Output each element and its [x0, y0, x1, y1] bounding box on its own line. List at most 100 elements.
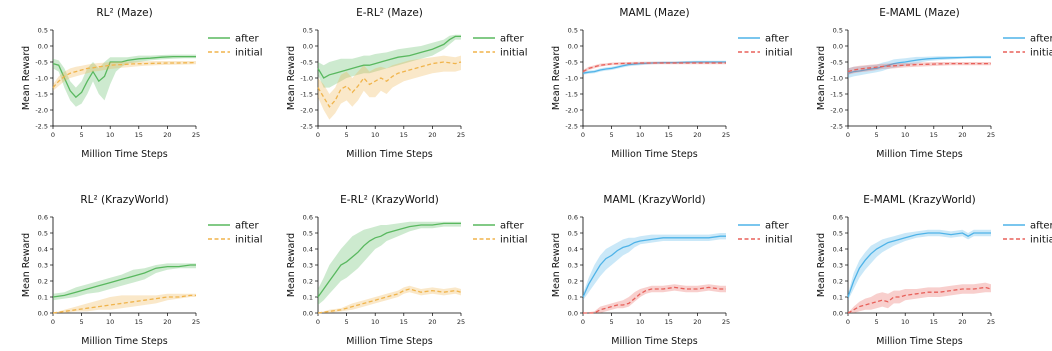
chart-panel-2: MAML (Maze) Million Time Steps Mean Reward… — [551, 7, 793, 160]
x-tick-label: 5 — [80, 131, 84, 139]
y-tick-label: 0.0 — [568, 42, 578, 50]
legend-label-after: after — [765, 34, 790, 45]
y-tick-label: 0.1 — [38, 293, 48, 301]
chart-title: RL² (KrazyWorld) — [80, 194, 168, 206]
x-tick-label: 10 — [371, 318, 379, 326]
y-tick-label: 0.0 — [303, 42, 313, 50]
x-tick-label: 5 — [345, 131, 349, 139]
y-tick-label: -1.0 — [300, 74, 313, 82]
x-tick-label: 20 — [693, 131, 701, 139]
x-tick-label: 25 — [987, 318, 995, 326]
y-tick-label: 0.5 — [833, 229, 843, 237]
legend: after initial — [1003, 221, 1052, 246]
series-line-initial — [582, 62, 726, 73]
x-axis-label: Million Time Steps — [81, 149, 168, 160]
x-tick-label: 25 — [192, 131, 200, 139]
y-tick-label: 0.0 — [568, 309, 578, 317]
y-axis-label: Mean Reward — [21, 46, 32, 110]
x-tick-label: 0 — [581, 131, 585, 139]
x-tick-label: 10 — [636, 131, 644, 139]
legend: after initial — [208, 221, 263, 246]
y-tick-label: 0.3 — [568, 261, 578, 269]
chart-title: MAML (Maze) — [619, 7, 689, 19]
legend-label-after: after — [500, 34, 525, 45]
x-axis-label: Million Time Steps — [81, 336, 168, 347]
chart-title: E-MAML (Maze) — [879, 7, 960, 19]
series-band-after — [848, 229, 991, 301]
x-tick-label: 5 — [345, 318, 349, 326]
y-tick-label: 0.6 — [38, 213, 48, 221]
y-tick-label: -2.0 — [300, 106, 313, 114]
y-tick-label: 0.1 — [303, 293, 313, 301]
y-tick-label: 0.0 — [38, 42, 48, 50]
chart-panel-5: E-RL² (KrazyWorld) Million Time Steps Mean… — [286, 194, 528, 347]
y-tick-label: 0.3 — [38, 261, 48, 269]
chart-panel-1: E-RL² (Maze) Million Time Steps Mean Rewar… — [286, 7, 528, 160]
legend: after initial — [738, 34, 793, 59]
y-tick-label: -0.5 — [300, 58, 313, 66]
x-tick-label: 25 — [457, 318, 465, 326]
y-tick-label: -1.5 — [300, 90, 313, 98]
y-axis-label: Mean Reward — [286, 233, 297, 297]
x-tick-label: 0 — [316, 131, 320, 139]
x-tick-label: 15 — [665, 131, 673, 139]
x-tick-label: 0 — [846, 131, 850, 139]
y-tick-label: 0.5 — [568, 26, 578, 34]
series-line-initial — [52, 61, 197, 89]
x-tick-label: 20 — [163, 318, 171, 326]
x-tick-label: 10 — [371, 131, 379, 139]
x-tick-label: 0 — [51, 131, 55, 139]
x-tick-label: 25 — [987, 131, 995, 139]
x-tick-label: 0 — [51, 318, 55, 326]
y-axis-label: Mean Reward — [551, 46, 562, 110]
series-band-after — [53, 263, 196, 301]
y-tick-label: 0.1 — [833, 293, 843, 301]
y-tick-label: -2.0 — [830, 106, 843, 114]
y-tick-label: -1.5 — [565, 90, 578, 98]
x-tick-label: 0 — [846, 318, 850, 326]
chart-panel-6: MAML (KrazyWorld) Million Time Steps Mean … — [551, 194, 793, 347]
series-band-initial — [848, 62, 991, 75]
x-tick-label: 20 — [428, 318, 436, 326]
series-band-initial — [583, 61, 726, 74]
y-tick-label: 0.0 — [303, 309, 313, 317]
x-axis-label: Million Time Steps — [346, 336, 433, 347]
x-tick-label: 25 — [457, 131, 465, 139]
x-tick-label: 0 — [581, 318, 585, 326]
x-axis-label: Million Time Steps — [346, 149, 433, 160]
chart-panel-0: RL² (Maze) Million Time Steps Mean Reward 0… — [21, 7, 263, 160]
legend-label-initial: initial — [1030, 235, 1052, 246]
x-tick-label: 10 — [901, 318, 909, 326]
legend-label-initial: initial — [235, 48, 263, 59]
y-tick-label: 0.0 — [38, 309, 48, 317]
x-tick-label: 20 — [958, 318, 966, 326]
series-line-initial — [52, 294, 196, 314]
x-tick-label: 15 — [930, 318, 938, 326]
legend-label-initial: initial — [235, 235, 263, 246]
y-tick-label: -2.5 — [35, 122, 48, 130]
y-tick-label: -2.0 — [565, 106, 578, 114]
x-tick-label: 10 — [636, 318, 644, 326]
legend: after initial — [738, 221, 793, 246]
y-tick-label: 0.3 — [303, 261, 313, 269]
legend-label-initial: initial — [500, 235, 528, 246]
series-line-initial — [317, 288, 462, 314]
y-tick-label: -0.5 — [830, 58, 843, 66]
x-tick-label: 20 — [428, 131, 436, 139]
y-tick-label: -1.0 — [830, 74, 843, 82]
y-tick-label: 0.2 — [38, 277, 48, 285]
y-tick-label: -2.0 — [35, 106, 48, 114]
legend-label-initial: initial — [765, 235, 793, 246]
y-tick-label: 0.5 — [38, 26, 48, 34]
series-line-after — [582, 235, 726, 298]
x-tick-label: 15 — [400, 131, 408, 139]
chart-title: RL² (Maze) — [96, 7, 152, 19]
x-tick-label: 5 — [80, 318, 84, 326]
series-line-initial — [847, 62, 991, 73]
legend-label-after: after — [765, 221, 790, 232]
y-axis-label: Mean Reward — [816, 233, 827, 297]
chart-title: E-RL² (KrazyWorld) — [340, 194, 439, 206]
x-tick-label: 5 — [610, 131, 614, 139]
legend-label-after: after — [235, 221, 260, 232]
x-tick-label: 5 — [610, 318, 614, 326]
